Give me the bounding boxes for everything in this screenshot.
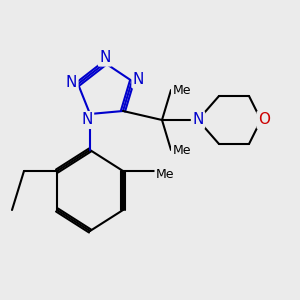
Text: Me: Me [172, 83, 191, 97]
Text: N: N [81, 112, 93, 128]
Text: N: N [99, 50, 111, 65]
Text: N: N [192, 112, 204, 128]
Text: N: N [133, 72, 144, 87]
Text: Me: Me [172, 143, 191, 157]
Text: Me: Me [156, 167, 174, 181]
Text: N: N [66, 75, 77, 90]
Text: O: O [258, 112, 270, 128]
